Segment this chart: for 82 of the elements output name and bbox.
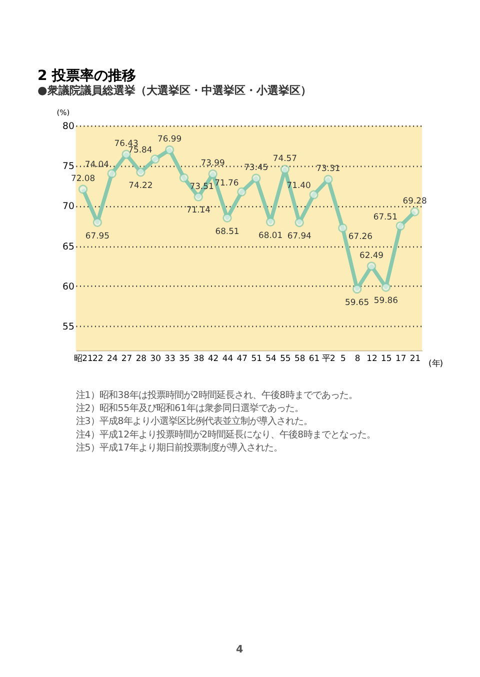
point [107,168,116,178]
point [410,207,420,216]
y-tick-label: 65 [62,241,74,252]
data-label: 74.57 [272,152,297,163]
text: 注1）昭和38年は投票時間が2時間延長され、午後8時までであった。 [76,390,358,402]
x-tick-label: 平2 [322,353,336,364]
data-label: 67.95 [85,230,110,240]
x-tick-label: 15 [381,353,392,364]
x-tick-label: 51 [251,353,262,364]
data-label: 62.49 [359,250,384,260]
x-tick-label: 61 [308,353,320,364]
x-tick-label: 55 [280,353,291,364]
x-tick-label: 17 [395,353,406,364]
point [309,190,318,200]
point [222,213,232,223]
x-tick-label: 38 [194,353,204,364]
point [78,184,88,194]
y-tick-label: 60 [62,281,74,292]
point [366,262,376,271]
point [164,145,174,155]
point [150,154,160,164]
data-label: 73.45 [244,162,268,172]
x-tick-label: 33 [164,353,176,364]
text: 注4）平成12年より投票時間が2時間延長になり、午後8時までとなった。 [76,429,376,440]
data-label: 76.99 [158,133,182,144]
chart-subtitle: ●衆議院議員総選挙（大選挙区・中選挙区・小選挙区） [38,84,312,97]
x-tick-label: 21 [410,353,421,364]
data-label: 59.86 [374,295,398,306]
x-tick-label: 12 [366,353,378,364]
x-tick-label: 42 [208,353,219,364]
x-tick-label: 5 [340,353,346,364]
x-tick-label: 27 [121,353,132,364]
point [251,174,261,183]
point [338,223,348,233]
data-label: 69.28 [402,195,427,206]
x-tick-label: 35 [179,353,190,364]
y-tick-label: 80 [62,121,74,132]
data-label: 67.26 [348,231,372,242]
point [208,169,218,179]
data-label: 67.94 [287,230,312,240]
y-tick-label: 75 [62,161,74,172]
data-label: 67.51 [373,211,398,222]
x-tick-label: 44 [222,353,234,364]
point [352,284,362,294]
point [92,218,102,228]
y-tick-label: 55 [62,322,74,333]
y-tick-label: 70 [62,201,74,212]
x-tick-label: 58 [294,353,306,364]
x-tick-label: 28 [136,353,147,364]
point [266,217,276,227]
x-tick-label: 47 [236,353,248,364]
point [194,192,204,202]
point [237,187,246,196]
point [396,221,405,231]
chart-title: 2 投票率の推移 [38,66,136,84]
data-label: 73.31 [316,162,340,173]
point [179,173,189,182]
point [136,168,146,177]
y-axis-title: (%) [56,108,70,118]
point [294,218,304,228]
text: 注3）平成8年より小選挙区比例代表並立制が導入された。 [76,416,313,428]
data-label: 71.14 [186,204,210,215]
data-label: 59.65 [345,296,370,307]
x-tick-label: 30 [150,353,161,364]
data-label: 72.08 [70,172,96,183]
x-tick-label: 昭21 [74,353,93,364]
x-tick-label: 54 [266,353,276,364]
point [324,174,333,184]
text: 注5）平成17年より期日前投票制度が導入された。 [76,442,283,454]
data-label: 68.01 [258,230,283,240]
data-label: 74.04 [84,159,109,170]
x-tick-label: 8 [354,353,360,364]
data-label: 73.99 [200,158,225,168]
x-tick-label: 24 [106,353,118,364]
text: 注2）昭和55年及び昭和61年は衆参同日選挙であった。 [76,403,304,414]
x-tick-label: 22 [92,353,104,364]
data-label: 68.51 [215,226,240,236]
point [381,282,391,292]
data-label: 74.22 [128,180,153,190]
text: 4 [236,644,244,656]
x-axis-title: (年) [428,358,444,368]
point [280,164,290,174]
